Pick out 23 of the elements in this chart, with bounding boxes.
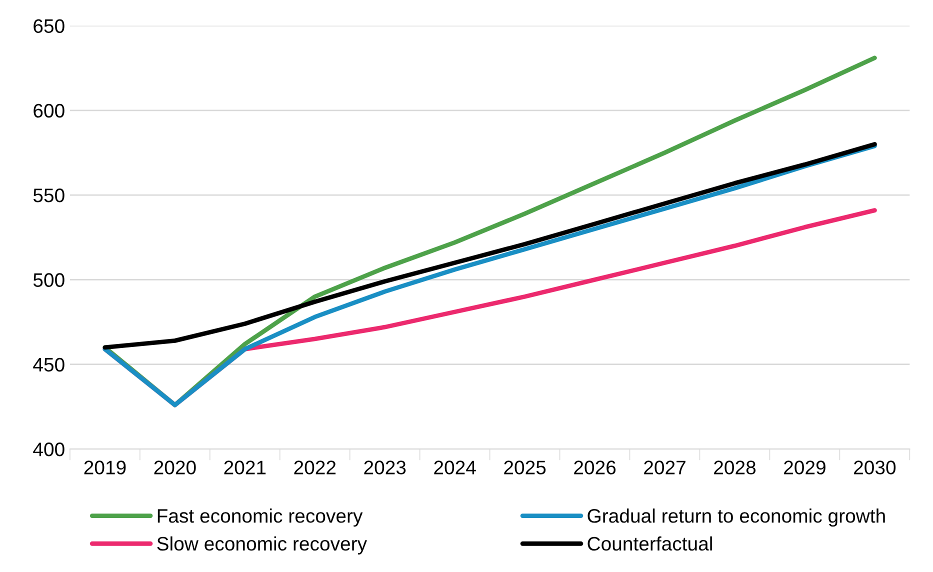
x-tick-label: 2021 — [224, 460, 266, 474]
x-tick-label: 2020 — [154, 460, 196, 474]
legend-label: Counterfactual — [588, 536, 712, 551]
x-tick-label: 2024 — [434, 460, 476, 474]
x-tick-label: 2026 — [574, 460, 616, 474]
y-tick-label: 600 — [34, 104, 64, 118]
x-tick-label: 2030 — [854, 460, 896, 474]
x-tick-label: 2022 — [294, 460, 336, 474]
y-tick-label: 400 — [33, 442, 64, 456]
y-tick-label: 650 — [34, 19, 64, 33]
legend-label: Fast economic recovery — [158, 508, 363, 527]
y-tick-label: 450 — [33, 358, 64, 372]
x-tick-label: 2025 — [504, 460, 546, 474]
legend-label: Slow economic recovery — [157, 536, 367, 554]
y-tick-label: 500 — [33, 273, 64, 287]
x-tick-label: 2027 — [644, 460, 686, 474]
y-tick-label: 550 — [33, 188, 64, 202]
x-tick-label: 2028 — [714, 460, 756, 474]
line-series — [102, 142, 877, 350]
legend-label: Gradual return to economic growth — [588, 508, 885, 527]
x-tick-label: 2029 — [784, 460, 826, 474]
x-tick-label: 2019 — [84, 460, 126, 474]
x-tick-label: 2023 — [364, 460, 406, 474]
